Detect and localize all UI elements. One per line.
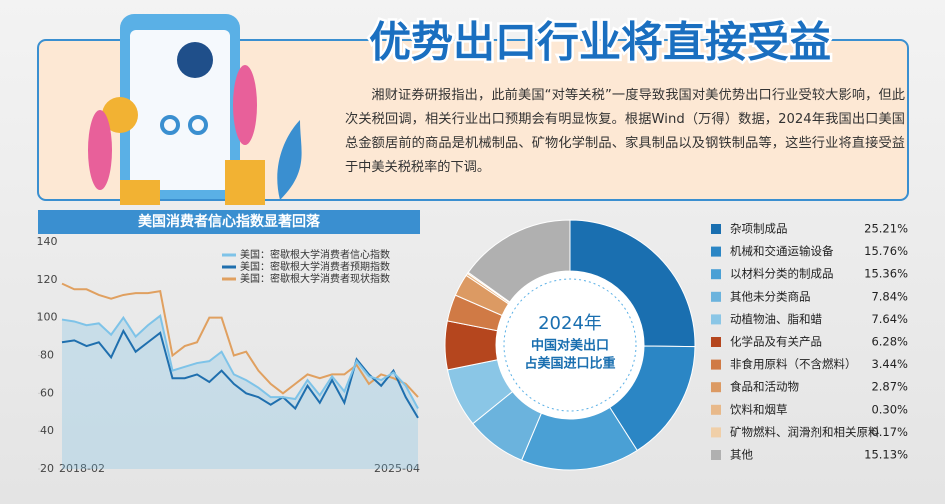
- avatar: [177, 42, 213, 78]
- y-tick-label: 140: [37, 235, 58, 248]
- value-label: 0.17%: [871, 425, 908, 439]
- coins: [120, 180, 160, 205]
- figure: [233, 65, 257, 145]
- line: [61, 328, 419, 419]
- legend-swatch: [711, 224, 721, 234]
- legend-label: 矿物燃料、润滑剂和相关原料: [730, 425, 880, 439]
- legend-label: 以材料分类的制成品: [730, 267, 834, 281]
- legend-swatch: [711, 246, 721, 257]
- value-label: 15.76%: [864, 244, 908, 258]
- legend-label: 美国：密歇根大学消费者预期指数: [240, 260, 390, 273]
- value-label: 0.30%: [871, 402, 908, 416]
- legend-swatch: [711, 291, 721, 302]
- legend-label: 杂项制成品: [730, 222, 788, 236]
- legend-swatch: [711, 314, 721, 325]
- legend-label: 美国：密歇根大学消费者现状指数: [240, 272, 390, 285]
- value-label: 15.36%: [864, 267, 908, 281]
- donut-ring: [503, 278, 637, 412]
- y-tick-label: 120: [37, 273, 58, 286]
- legend-swatch: [711, 404, 721, 415]
- leaf: [277, 120, 302, 200]
- value-label: 7.84%: [871, 289, 908, 303]
- value-label: 15.13%: [864, 448, 908, 462]
- page-title: 优势出口行业将直接受益: [369, 18, 831, 67]
- y-tick-label: 20: [40, 462, 54, 475]
- legend-label: 其他未分类商品: [730, 289, 811, 303]
- legend-swatch: [711, 382, 721, 393]
- legend-swatch: [711, 359, 721, 370]
- x-tick-label: 2018-02: [59, 462, 105, 475]
- legend-label: 其他: [730, 448, 753, 462]
- line: [61, 282, 419, 398]
- coin: [102, 97, 138, 133]
- value-label: 3.44%: [871, 357, 908, 371]
- legend-label: 食品和活动物: [730, 380, 799, 394]
- x-tick-label: 2025-04: [374, 462, 420, 475]
- value-label: 25.21%: [864, 222, 908, 236]
- donut-subtitle: 中国对美出口: [531, 338, 609, 354]
- icon: [160, 115, 180, 135]
- legend-label: 饮料和烟草: [730, 402, 788, 416]
- figure: [88, 110, 112, 190]
- legend-label: 动植物油、脂和蜡: [730, 312, 822, 326]
- legend-swatch: [711, 269, 721, 280]
- value-label: 2.87%: [871, 380, 908, 394]
- value-label: 6.28%: [871, 335, 908, 349]
- y-tick-label: 60: [40, 386, 54, 399]
- chart-title: 美国消费者信心指数显著回落: [138, 213, 321, 230]
- donut-center: [496, 271, 644, 419]
- line: [61, 314, 419, 409]
- donut-subtitle: 占美国进口比重: [524, 356, 615, 372]
- y-tick-label: 40: [40, 424, 54, 437]
- y-tick-label: 80: [40, 349, 54, 362]
- legend-label: 美国：密歇根大学消费者信心指数: [240, 248, 390, 261]
- icon: [188, 115, 208, 135]
- slice: [569, 219, 696, 348]
- legend-label: 非食用原料（不含燃料）: [730, 357, 857, 371]
- slice: [467, 219, 571, 303]
- legend-label: 化学品及有关产品: [730, 335, 822, 349]
- chart-title-bar: [38, 210, 420, 234]
- legend-swatch: [711, 337, 721, 347]
- legend-swatch: [711, 427, 721, 438]
- paragraph: 湘财证券研报指出，此前美国“对等关税”一度导致我国对美优势出口行业受较大影响，但…: [345, 88, 905, 175]
- legend-label: 机械和交通运输设备: [730, 244, 834, 258]
- value-label: 7.64%: [871, 312, 908, 326]
- coins: [225, 160, 265, 205]
- area: [62, 315, 418, 469]
- legend-swatch: [711, 450, 721, 460]
- donut-title: 2024年: [538, 313, 602, 334]
- y-tick-label: 100: [37, 311, 58, 324]
